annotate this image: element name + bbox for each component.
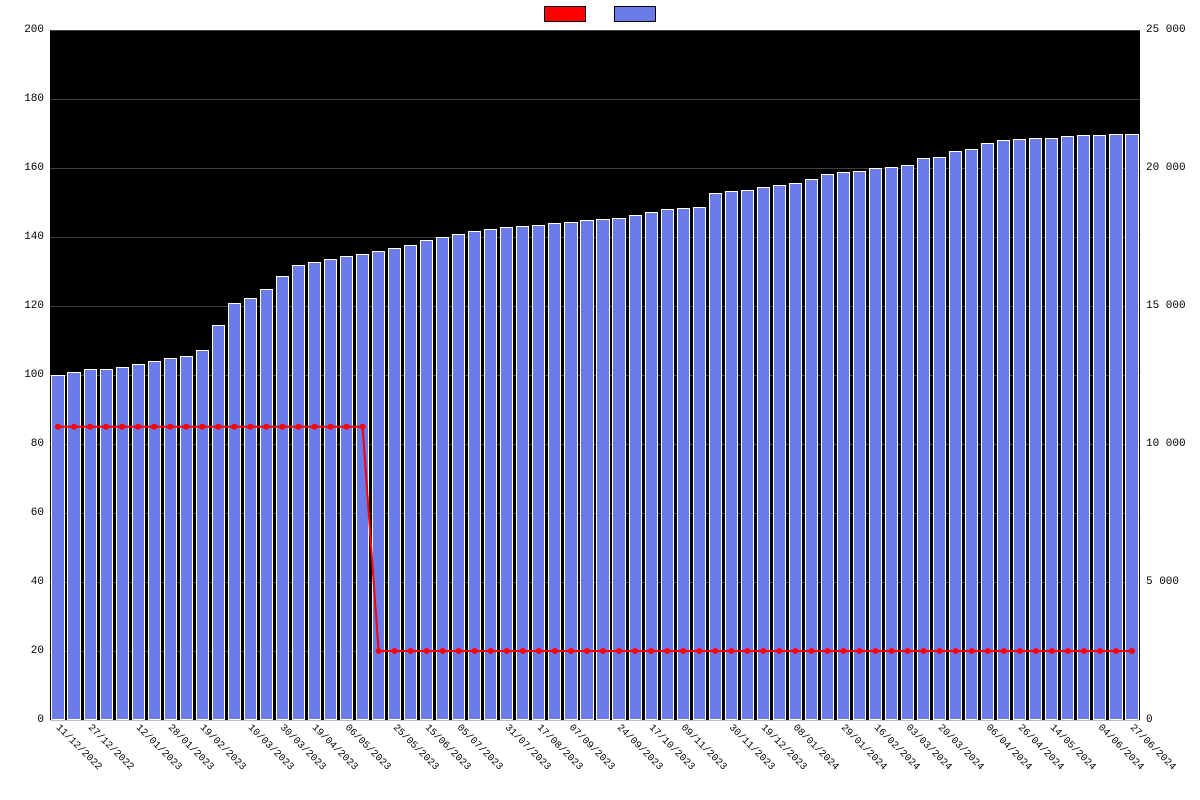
- line-marker: [889, 648, 895, 654]
- line-series: [58, 427, 1132, 651]
- line-marker: [55, 424, 61, 430]
- line-marker: [376, 648, 382, 654]
- y-axis-left-label: 100: [4, 369, 50, 381]
- line-marker: [921, 648, 927, 654]
- line-series-svg: [50, 30, 1140, 720]
- line-marker: [311, 424, 317, 430]
- line-marker: [151, 424, 157, 430]
- y-axis-right-label: 20 000: [1140, 162, 1200, 174]
- line-marker: [776, 648, 782, 654]
- line-marker: [712, 648, 718, 654]
- line-marker: [568, 648, 574, 654]
- plot-area: 02040608010012014016018020005 00010 0001…: [50, 30, 1140, 720]
- line-marker: [985, 648, 991, 654]
- y-axis-left-label: 120: [4, 300, 50, 312]
- line-marker: [71, 424, 77, 430]
- line-marker: [1097, 648, 1103, 654]
- line-marker: [600, 648, 606, 654]
- legend-swatch-line: [544, 6, 586, 22]
- line-marker: [504, 648, 510, 654]
- line-marker: [488, 648, 494, 654]
- line-marker: [263, 424, 269, 430]
- line-marker: [360, 424, 366, 430]
- y-axis-left-label: 80: [4, 438, 50, 450]
- y-axis-right-label: 5 000: [1140, 576, 1200, 588]
- line-marker: [536, 648, 542, 654]
- line-marker: [520, 648, 526, 654]
- line-marker: [552, 648, 558, 654]
- y-axis-left-label: 0: [4, 714, 50, 726]
- line-marker: [873, 648, 879, 654]
- legend: [0, 6, 1200, 22]
- line-marker: [1033, 648, 1039, 654]
- y-axis-right-label: 0: [1140, 714, 1200, 726]
- line-marker: [328, 424, 334, 430]
- y-axis-left-label: 200: [4, 24, 50, 36]
- legend-item-line: [544, 6, 586, 22]
- line-marker: [231, 424, 237, 430]
- legend-item-bar: [614, 6, 656, 22]
- line-marker: [760, 648, 766, 654]
- line-marker: [279, 424, 285, 430]
- line-marker: [1049, 648, 1055, 654]
- line-marker: [1113, 648, 1119, 654]
- line-marker: [199, 424, 205, 430]
- line-marker: [247, 424, 253, 430]
- y-axis-left-label: 160: [4, 162, 50, 174]
- line-marker: [824, 648, 830, 654]
- line-marker: [135, 424, 141, 430]
- y-axis-left-label: 140: [4, 231, 50, 243]
- y-axis-right-label: 15 000: [1140, 300, 1200, 312]
- line-marker: [680, 648, 686, 654]
- line-marker: [648, 648, 654, 654]
- y-axis-left-label: 40: [4, 576, 50, 588]
- combo-chart: 0 20 40 60 80 100 120 140 160 180 200 0 5 000 10 000 1…: [0, 0, 1200, 800]
- line-marker: [696, 648, 702, 654]
- y-axis-left-label: 180: [4, 93, 50, 105]
- line-marker: [969, 648, 975, 654]
- line-marker: [183, 424, 189, 430]
- line-marker: [472, 648, 478, 654]
- line-marker: [856, 648, 862, 654]
- line-marker: [1065, 648, 1071, 654]
- line-marker: [440, 648, 446, 654]
- line-marker: [953, 648, 959, 654]
- line-marker: [103, 424, 109, 430]
- line-marker: [1017, 648, 1023, 654]
- line-marker: [937, 648, 943, 654]
- line-marker: [808, 648, 814, 654]
- line-marker: [1081, 648, 1087, 654]
- line-marker: [408, 648, 414, 654]
- y-axis-right-label: 25 000: [1140, 24, 1200, 36]
- line-marker: [119, 424, 125, 430]
- y-axis-left-label: 60: [4, 507, 50, 519]
- line-marker: [167, 424, 173, 430]
- line-marker: [87, 424, 93, 430]
- line-marker: [744, 648, 750, 654]
- line-marker: [632, 648, 638, 654]
- line-marker: [1129, 648, 1135, 654]
- y-axis-left-label: 20: [4, 645, 50, 657]
- line-marker: [616, 648, 622, 654]
- line-marker: [728, 648, 734, 654]
- y-axis-right-label: 10 000: [1140, 438, 1200, 450]
- line-marker: [905, 648, 911, 654]
- line-marker: [392, 648, 398, 654]
- line-marker: [840, 648, 846, 654]
- grid-line: [50, 720, 1140, 721]
- line-marker: [344, 424, 350, 430]
- line-marker: [456, 648, 462, 654]
- line-marker: [664, 648, 670, 654]
- line-marker: [1001, 648, 1007, 654]
- legend-swatch-bar: [614, 6, 656, 22]
- line-marker: [215, 424, 221, 430]
- line-marker: [792, 648, 798, 654]
- line-marker: [584, 648, 590, 654]
- line-marker: [295, 424, 301, 430]
- line-marker: [424, 648, 430, 654]
